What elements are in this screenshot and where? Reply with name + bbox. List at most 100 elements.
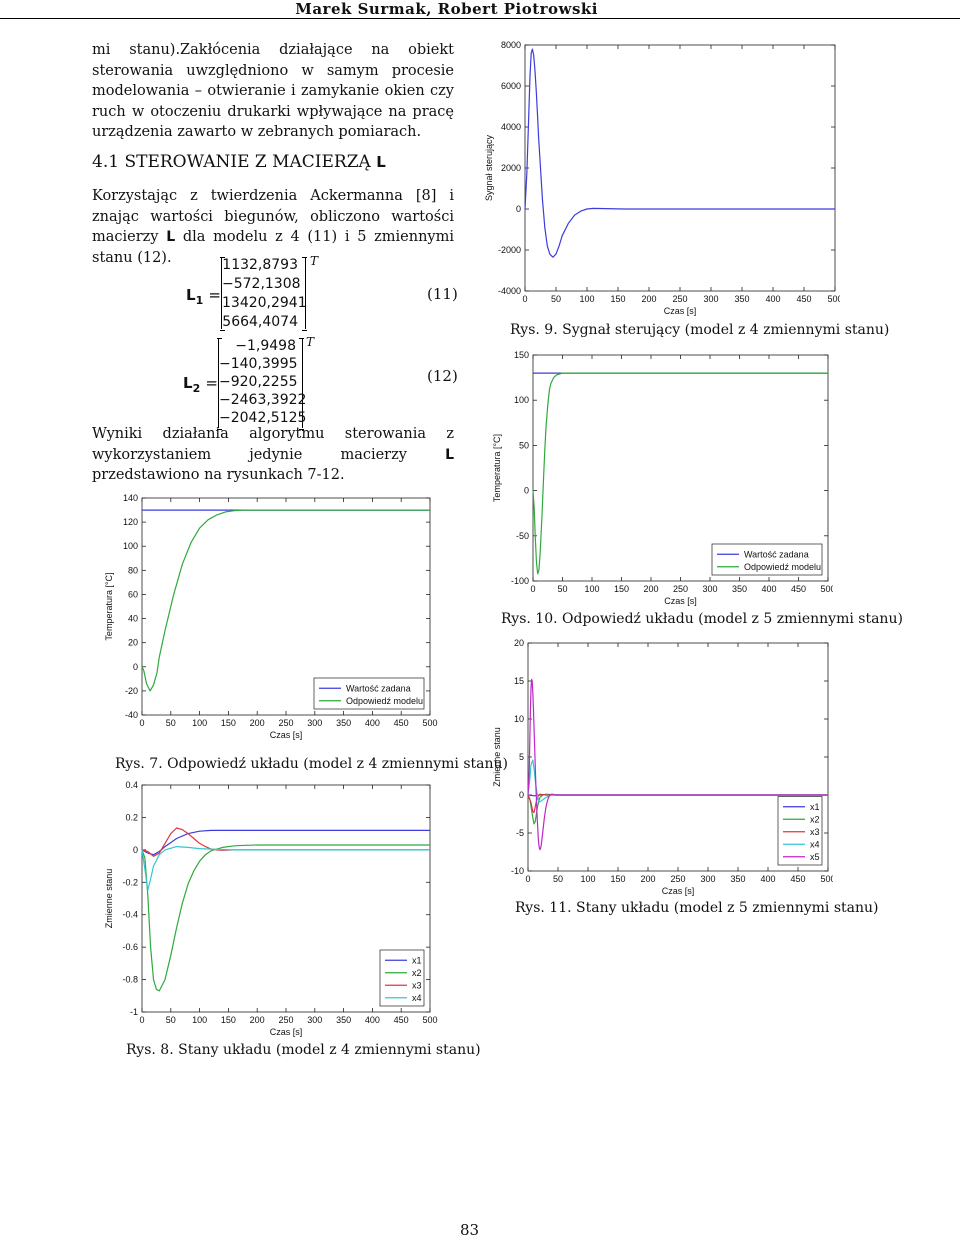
x-axis-label: Czas [s] bbox=[664, 306, 697, 316]
legend-label: x4 bbox=[412, 993, 422, 1003]
y-tick-label: 100 bbox=[514, 395, 529, 405]
x-tick-label: 350 bbox=[734, 294, 749, 304]
y-tick-label: 2000 bbox=[501, 163, 521, 173]
eq12-transpose: T bbox=[306, 335, 315, 349]
y-tick-label: 10 bbox=[514, 714, 524, 724]
x-tick-label: 250 bbox=[278, 718, 293, 728]
y-tick-label: 8000 bbox=[501, 40, 521, 50]
paragraph-ackermann-symbol: L bbox=[166, 229, 176, 245]
caption-fig7: Rys. 7. Odpowiedź układu (model z 4 zmie… bbox=[115, 756, 509, 772]
y-tick-label: -0.6 bbox=[122, 942, 138, 952]
y-tick-label: 20 bbox=[128, 638, 138, 648]
legend-label: x2 bbox=[810, 814, 820, 824]
x-tick-label: 300 bbox=[307, 718, 322, 728]
plot-area bbox=[532, 354, 829, 582]
legend: Wartość zadana Odpowiedź modelu bbox=[313, 677, 425, 710]
legend-box bbox=[777, 796, 823, 866]
x-tick-label: 250 bbox=[670, 874, 685, 884]
y-tick-label: -40 bbox=[125, 710, 138, 720]
eq12-value: −140,3995 bbox=[219, 356, 298, 372]
y-tick-label: 140 bbox=[123, 493, 138, 503]
legend-label: Wartość zadana bbox=[346, 683, 411, 693]
legend-box bbox=[313, 677, 425, 710]
y-axis-label: Temperatura [°C] bbox=[104, 572, 114, 640]
x-tick-label: 250 bbox=[673, 584, 688, 594]
x-tick-label: 350 bbox=[336, 718, 351, 728]
series-group bbox=[141, 827, 430, 992]
x-tick-label: 300 bbox=[702, 584, 717, 594]
y-tick-label: -10 bbox=[511, 866, 524, 876]
eq12-bracket-right bbox=[299, 338, 304, 430]
eq11-value: 13420,2941 bbox=[222, 295, 307, 311]
x-axis-label: Czas [s] bbox=[662, 886, 695, 896]
x-tick-label: 100 bbox=[584, 584, 599, 594]
eq12-values: −1,9498 −140,3995 −920,2255 −2463,3922 −… bbox=[219, 337, 307, 427]
chart-fig7: 0 50 100 150 200 250 300 350 400 450 500 -40 -20 0 20 4… bbox=[104, 493, 438, 740]
legend-label: x4 bbox=[810, 839, 820, 849]
y-tick-label: -0.4 bbox=[122, 910, 138, 920]
series-line-signal bbox=[524, 48, 835, 258]
y-tick-label: -2000 bbox=[498, 245, 521, 255]
paragraph-results: Wyniki działania algorytmu sterowania z … bbox=[92, 424, 454, 486]
y-tick-label: -100 bbox=[511, 576, 529, 586]
eq12-value: −1,9498 bbox=[235, 338, 296, 354]
y-tick-label: -0.2 bbox=[122, 877, 138, 887]
section-heading: 4.1 STEROWANIE Z MACIERZĄ L bbox=[92, 152, 454, 172]
series-line-x2 bbox=[141, 844, 430, 992]
y-tick-label: -0.8 bbox=[122, 975, 138, 985]
y-tick-label: 0 bbox=[516, 204, 521, 214]
x-tick-label: 50 bbox=[551, 294, 561, 304]
chart-fig9: 0 50 100 150 200 250 300 350 400 450 500 -4000 -2000… bbox=[484, 40, 840, 316]
legend-label: Odpowiedź modelu bbox=[346, 696, 423, 706]
y-tick-label: 100 bbox=[123, 541, 138, 551]
y-tick-label: 120 bbox=[123, 517, 138, 527]
chart-fig10: 0 50 100 150 200 250 300 350 400 450 500 -100 -50 0 50… bbox=[492, 350, 833, 606]
x-tick-label: 400 bbox=[761, 584, 776, 594]
series-line-x4 bbox=[141, 845, 430, 892]
legend-label: x1 bbox=[810, 802, 820, 812]
x-tick-label: 350 bbox=[336, 1015, 351, 1025]
legend-label: Odpowiedź modelu bbox=[744, 562, 821, 572]
x-tick-label: 450 bbox=[394, 718, 409, 728]
legend: Wartość zadana Odpowiedź modelu bbox=[711, 543, 823, 576]
y-tick-label: -50 bbox=[516, 531, 529, 541]
y-axis-label: Zmienne stanu bbox=[492, 727, 502, 787]
chart-fig11: 0 50 100 150 200 250 300 350 400 450 500 -10 -5 0 5 10 1… bbox=[492, 638, 833, 896]
eq12-value: −2042,5125 bbox=[219, 410, 307, 426]
y-axis-label: Temperatura [°C] bbox=[492, 434, 502, 502]
x-tick-label: 500 bbox=[827, 294, 840, 304]
eq11-subscript: 1 bbox=[195, 294, 204, 308]
y-tick-label: 0 bbox=[524, 486, 529, 496]
y-tick-label: 0.2 bbox=[125, 812, 138, 822]
x-tick-label: 0 bbox=[139, 718, 144, 728]
section-title: STEROWANIE Z MACIERZĄ bbox=[124, 152, 371, 172]
y-tick-label: 5 bbox=[519, 752, 524, 762]
eq11-value: −572,1308 bbox=[222, 276, 301, 292]
x-tick-label: 450 bbox=[791, 584, 806, 594]
eq11-value: 1132,8793 bbox=[222, 257, 298, 273]
caption-fig9: Rys. 9. Sygnał sterujący (model z 4 zmie… bbox=[510, 322, 890, 338]
caption-fig11: Rys. 11. Stany układu (model z 5 zmienny… bbox=[515, 900, 879, 916]
x-tick-label: 300 bbox=[703, 294, 718, 304]
eq11-values: 1132,8793 −572,1308 13420,2941 5664,4074 bbox=[222, 256, 307, 332]
caption-fig10: Rys. 10. Odpowiedź układu (model z 5 zmi… bbox=[501, 611, 903, 627]
series-group bbox=[532, 372, 828, 575]
eq12-symbol: L bbox=[183, 374, 193, 392]
y-tick-label: 6000 bbox=[501, 81, 521, 91]
eq11-lhs: L1 = bbox=[186, 286, 221, 308]
x-tick-label: 250 bbox=[278, 1015, 293, 1025]
x-tick-label: 400 bbox=[765, 294, 780, 304]
series-line-odpowiedź-modelu bbox=[532, 372, 828, 575]
section-number: 4.1 bbox=[92, 152, 120, 172]
header-rule bbox=[0, 18, 960, 19]
eq12-value: −920,2255 bbox=[219, 374, 298, 390]
legend-box bbox=[711, 543, 823, 576]
series-line-x5 bbox=[527, 678, 828, 851]
x-tick-label: 150 bbox=[610, 874, 625, 884]
y-axis-label: Zmienne stanu bbox=[104, 869, 114, 929]
legend-label: Wartość zadana bbox=[744, 549, 809, 559]
paragraph-ackermann-b: dla modelu z 4 (11) i 5 zmiennymi stanu … bbox=[92, 229, 454, 266]
x-tick-label: 50 bbox=[557, 584, 567, 594]
x-tick-label: 200 bbox=[250, 1015, 265, 1025]
x-tick-label: 100 bbox=[579, 294, 594, 304]
